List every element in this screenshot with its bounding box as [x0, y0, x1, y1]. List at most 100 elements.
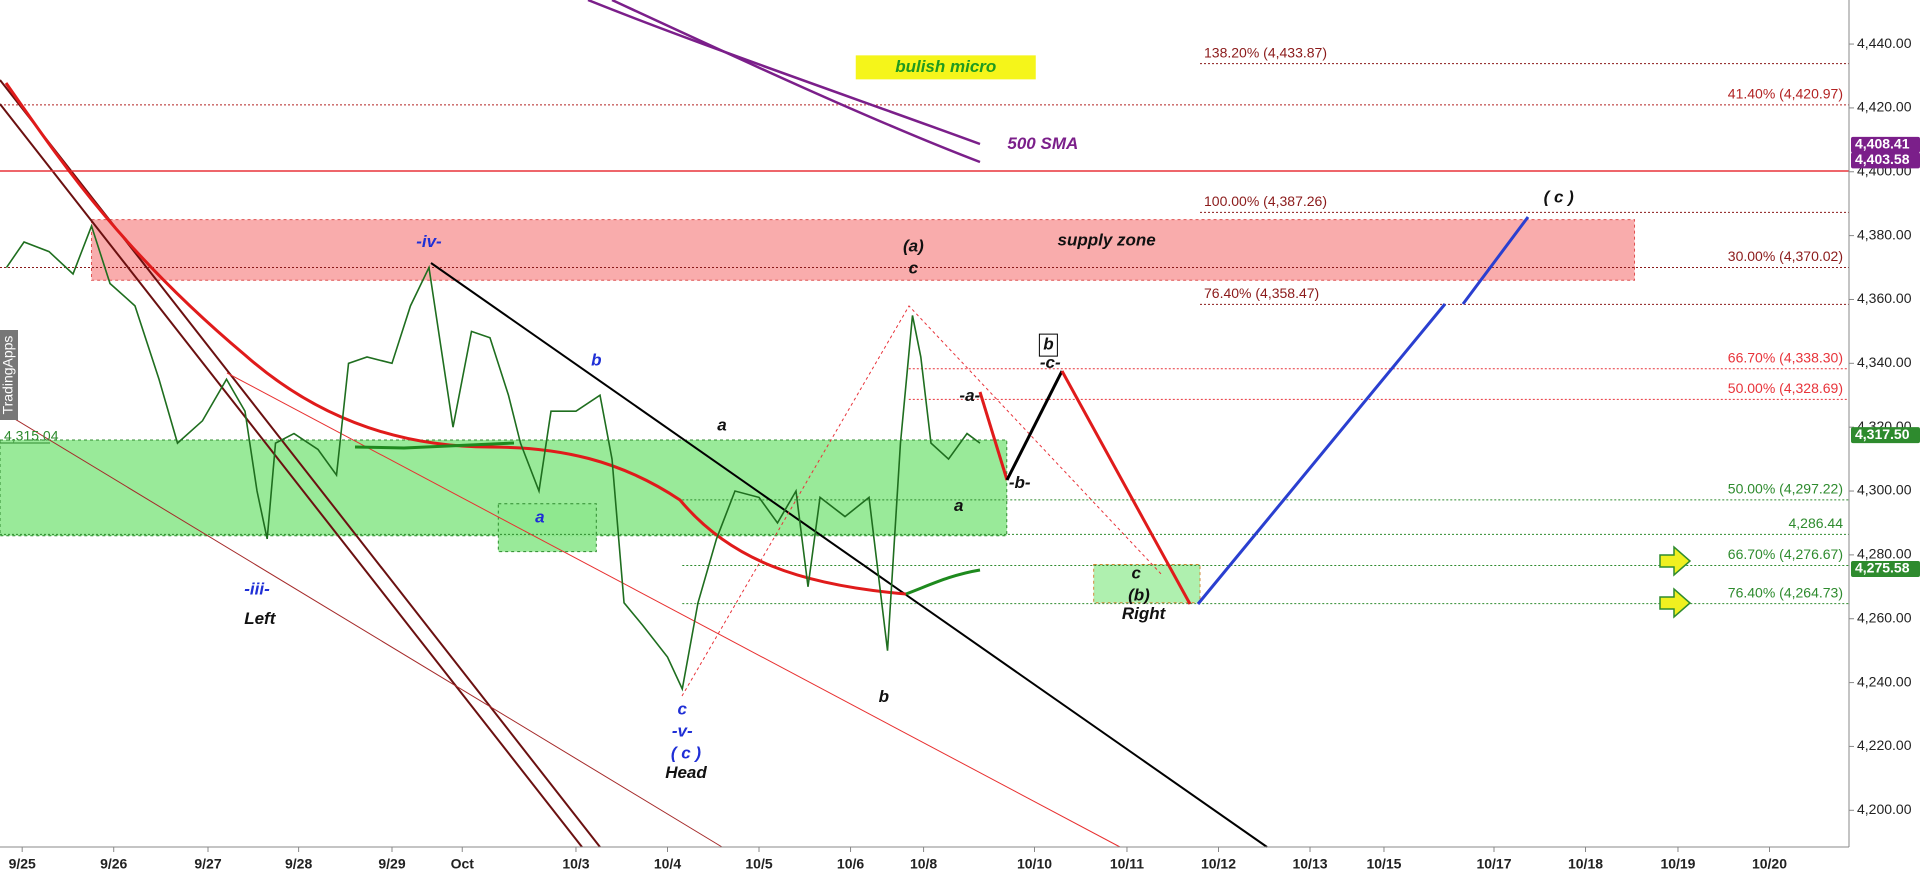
x-tick-label: 10/3 [562, 856, 589, 872]
y-tick-label: 4,280.00 [1857, 546, 1912, 562]
zone [91, 219, 1636, 281]
annotation: ( c ) [671, 744, 702, 763]
left-tag-label: 4,315.04 [4, 428, 59, 444]
zone [497, 503, 597, 553]
labels: 4,200.00 4,220.00 4,240.00 4,260.00 4,280.00… [0, 35, 1920, 872]
annotation: b [591, 351, 601, 370]
fib-label: 76.40% (4,264.73) [1728, 584, 1843, 600]
trend-line [226, 372, 1121, 848]
x-tick-label: 9/29 [378, 856, 405, 872]
price-tag-label: 4,275.58 [1855, 560, 1910, 576]
y-tick-label: 4,300.00 [1857, 482, 1912, 498]
annotation: b [1043, 335, 1053, 354]
levels [0, 63, 1849, 605]
moving-average [354, 441, 515, 450]
x-tick-label: 9/28 [285, 856, 312, 872]
annotation: supply zone [1058, 231, 1156, 250]
y-tick-label: 4,240.00 [1857, 673, 1912, 689]
annotation: a [954, 496, 963, 515]
axes [0, 0, 1854, 852]
annotation: a [717, 415, 726, 434]
y-tick-label: 4,360.00 [1857, 290, 1912, 306]
watermark: TradingApps [0, 336, 16, 415]
fib-label: 66.70% (4,338.30) [1728, 349, 1843, 365]
x-tick-label: 10/13 [1292, 856, 1327, 872]
annotation: -a- [959, 386, 980, 405]
x-tick-label: 9/25 [9, 856, 36, 872]
y-tick-label: 4,220.00 [1857, 737, 1912, 753]
x-tick-label: 10/18 [1568, 856, 1603, 872]
trend-line [0, 409, 723, 848]
series [5, 223, 981, 692]
x-tick-label: 10/15 [1366, 856, 1401, 872]
y-tick-label: 4,380.00 [1857, 226, 1912, 242]
x-tick-label: 9/27 [194, 856, 221, 872]
projection [1196, 216, 1530, 605]
annotation: a [535, 507, 544, 526]
annotation: (a) [903, 237, 924, 256]
x-tick-label: 10/10 [1017, 856, 1052, 872]
projection [1005, 370, 1064, 481]
price-tag [1851, 427, 1920, 444]
annotation: -iii- [244, 579, 270, 598]
fib-label: 50.00% (4,328.69) [1728, 380, 1843, 396]
watermark-bg [0, 330, 18, 420]
x-tick-label: 10/19 [1660, 856, 1695, 872]
annotation: -c- [1040, 353, 1061, 372]
price-tag-label: 4,317.50 [1855, 426, 1910, 442]
y-tick-label: 4,260.00 [1857, 609, 1912, 625]
annotation: -iv- [416, 232, 442, 251]
drawings [0, 0, 1849, 848]
fib-label: 4,286.44 [1789, 515, 1844, 531]
fib-label: 50.00% (4,297.22) [1728, 481, 1843, 497]
fib-label: 41.40% (4,420.97) [1728, 86, 1843, 102]
annotation: (b) [1128, 586, 1150, 605]
annotation: c [678, 700, 688, 719]
annotation: 500 SMA [1007, 134, 1078, 153]
moving-average [4, 82, 907, 596]
x-tick-label: 9/26 [100, 856, 127, 872]
price-line [5, 223, 981, 692]
annotation: -v- [672, 722, 693, 741]
annotation: Head [665, 763, 707, 782]
x-tick-label: 10/20 [1752, 856, 1787, 872]
x-tick-label: 10/6 [837, 856, 864, 872]
annotation: c [909, 259, 919, 278]
fib-label: 100.00% (4,387.26) [1204, 193, 1327, 209]
y-tick-label: 4,440.00 [1857, 35, 1912, 51]
x-tick-label: 10/11 [1110, 856, 1144, 872]
fib-label: 30.00% (4,370.02) [1728, 248, 1843, 264]
annotation: Right [1122, 604, 1167, 623]
x-tick-label: 10/4 [654, 856, 681, 872]
annotation: -b- [1009, 473, 1031, 492]
annotation: Left [244, 609, 277, 628]
fib-label: 138.20% (4,433.87) [1204, 44, 1327, 60]
annotation: bulish micro [895, 57, 996, 76]
trend-line [430, 262, 1268, 848]
moving-average [905, 568, 981, 596]
y-tick-label: 4,200.00 [1857, 801, 1912, 817]
price-tag-label: 4,408.41 [1855, 136, 1910, 152]
x-tick-label: Oct [451, 856, 475, 872]
projection [978, 391, 1009, 481]
projection [1060, 370, 1192, 605]
x-tick-label: 10/5 [745, 856, 772, 872]
price-tag [1851, 152, 1920, 169]
x-tick-label: 10/12 [1201, 856, 1236, 872]
arrow-icon [1659, 545, 1692, 619]
sma-500 [611, 0, 981, 164]
price-tag [1851, 136, 1920, 153]
fib-label: 76.40% (4,358.47) [1204, 285, 1319, 301]
annotation-bg [855, 55, 1036, 80]
y-tick-label: 4,420.00 [1857, 99, 1912, 115]
annotation: c [1131, 564, 1141, 583]
x-tick-label: 10/17 [1476, 856, 1511, 872]
sma-500 [587, 0, 981, 146]
price-tag-label: 4,403.58 [1855, 151, 1910, 167]
annotation-box [1038, 333, 1058, 357]
price-tag [1851, 560, 1920, 577]
x-tick-label: 10/8 [910, 856, 937, 872]
fib-label: 66.70% (4,276.67) [1728, 546, 1843, 562]
annotation: b [879, 687, 889, 706]
